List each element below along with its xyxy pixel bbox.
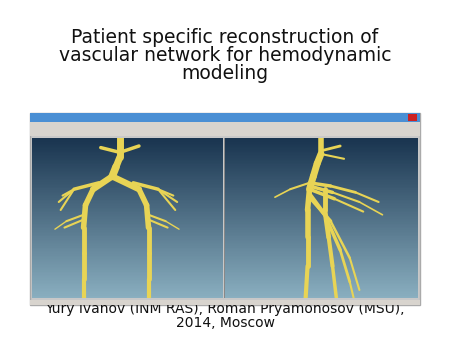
Bar	[30, 113, 420, 305]
Text: 2014, Moscow: 2014, Moscow	[176, 316, 274, 330]
Text: Yury Ivanov (INM RAS), Roman Pryamonosov (MSU),: Yury Ivanov (INM RAS), Roman Pryamonosov…	[45, 302, 405, 316]
Bar	[408, 114, 417, 121]
Bar	[30, 300, 420, 305]
Text: Patient specific reconstruction of: Patient specific reconstruction of	[72, 28, 378, 47]
Bar	[30, 122, 420, 136]
Text: vascular network for hemodynamic: vascular network for hemodynamic	[59, 46, 391, 65]
Text: modeling: modeling	[181, 64, 269, 83]
Bar	[30, 113, 420, 122]
Bar	[224, 138, 225, 298]
